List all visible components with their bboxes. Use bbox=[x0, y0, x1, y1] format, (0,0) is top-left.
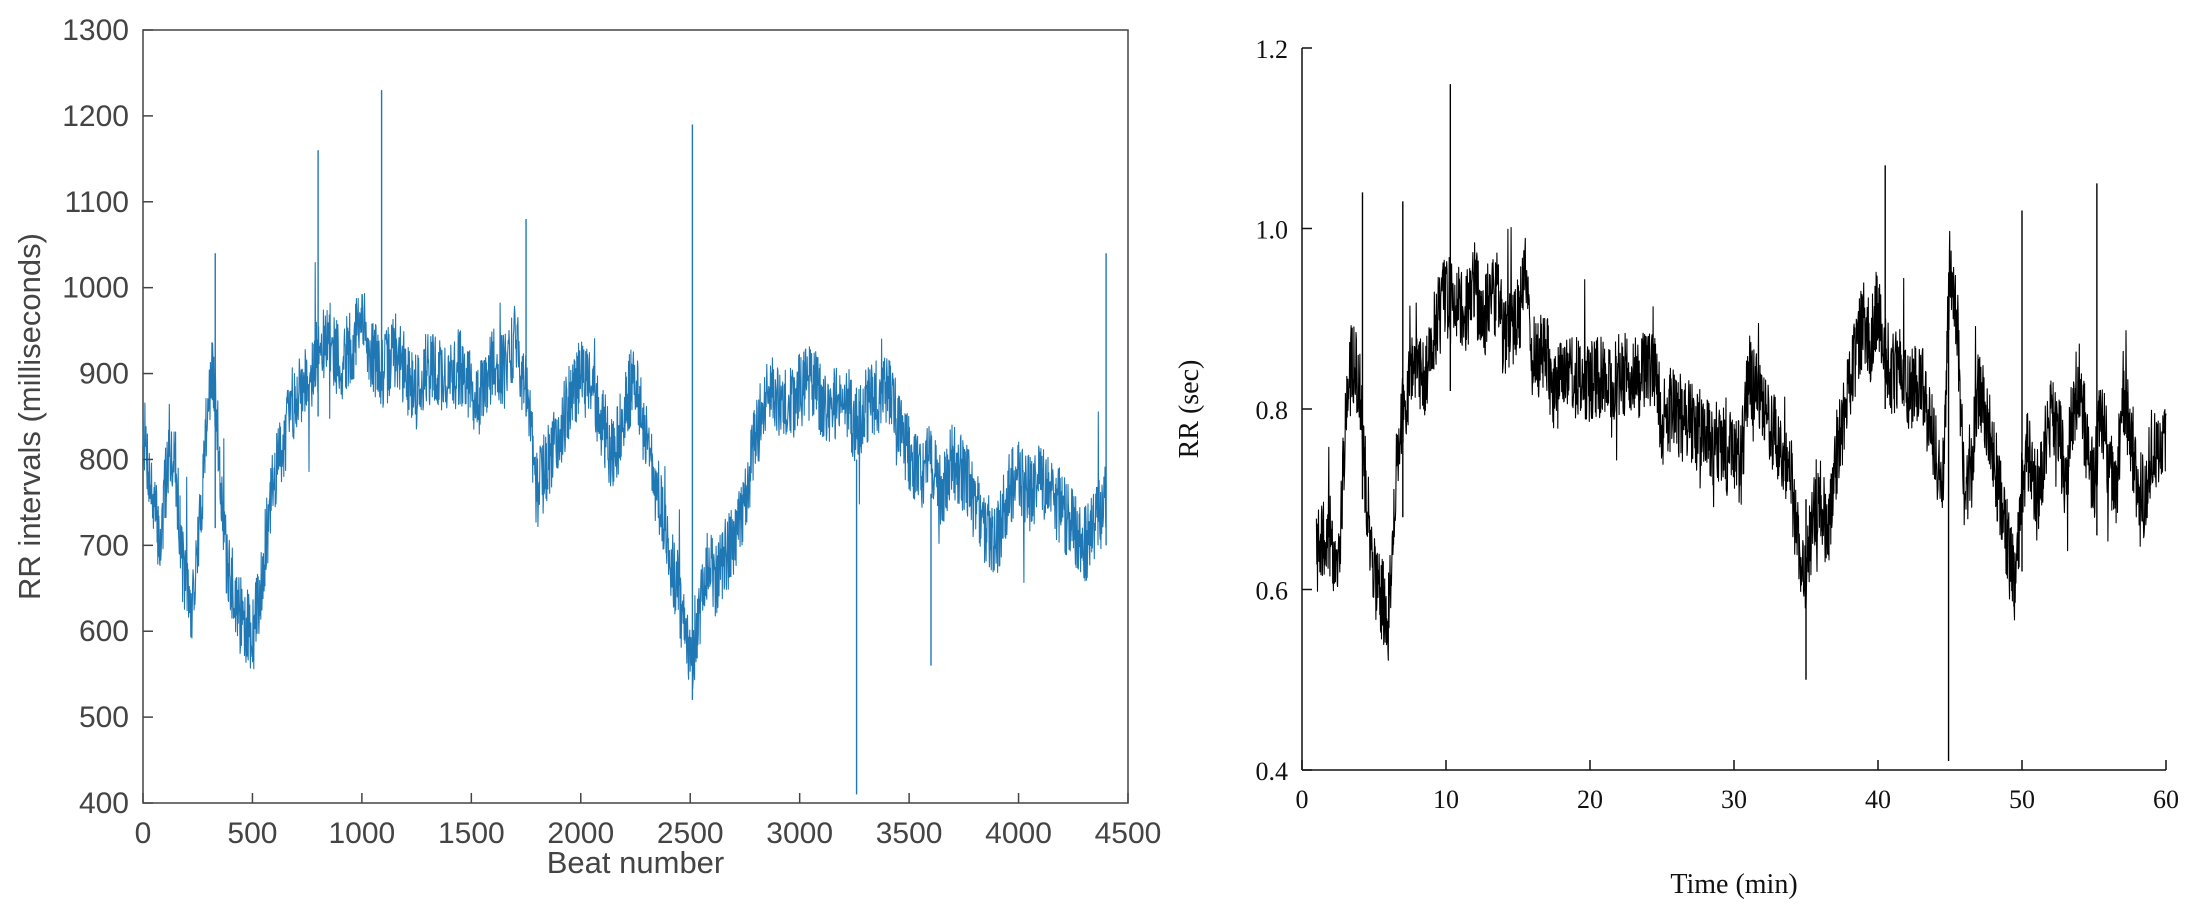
x-tick-label: 60 bbox=[2153, 785, 2179, 814]
y-axis-label: RR intervals (milliseconds) bbox=[12, 233, 47, 600]
y-tick-label: 0.4 bbox=[1256, 757, 1289, 786]
x-tick-label: 30 bbox=[1721, 785, 1747, 814]
x-tick-label: 2500 bbox=[657, 817, 724, 850]
x-tick-label: 3000 bbox=[766, 817, 833, 850]
y-tick-label: 700 bbox=[79, 529, 129, 562]
x-tick-label: 0 bbox=[135, 817, 152, 850]
x-tick-label: 20 bbox=[1577, 785, 1603, 814]
y-tick-label: 1.2 bbox=[1256, 35, 1289, 64]
y-tick-label: 600 bbox=[79, 615, 129, 648]
x-tick-label: 40 bbox=[1865, 785, 1891, 814]
x-axis-label: Time (min) bbox=[1670, 869, 1797, 900]
y-tick-label: 0.6 bbox=[1256, 577, 1289, 606]
x-tick-label: 4500 bbox=[1095, 817, 1162, 850]
y-tick-label: 400 bbox=[79, 787, 129, 820]
series-line bbox=[142, 261, 1107, 690]
x-tick-label: 0 bbox=[1296, 785, 1309, 814]
chart-left-rr-beats: 0 500 1000 1500 2000 2500 3000 3500 4000 4500 400 5… bbox=[12, 14, 1161, 880]
y-tick-label: 500 bbox=[79, 701, 129, 734]
chart-right-rr-time: 0 10 20 30 40 50 60 0.4 0.6 0.8 1.0 1.2 Time (min) RR… bbox=[1174, 35, 2179, 900]
series-line bbox=[1315, 227, 2167, 661]
x-axis-label: Beat number bbox=[547, 845, 725, 880]
y-tick-label: 1300 bbox=[62, 14, 129, 47]
x-tick-label: 3500 bbox=[876, 817, 943, 850]
x-tick-label: 1000 bbox=[329, 817, 396, 850]
y-tick-label: 1100 bbox=[64, 186, 129, 219]
y-tick-label: 800 bbox=[79, 443, 129, 476]
x-tick-label: 10 bbox=[1433, 785, 1459, 814]
y-tick-label: 1000 bbox=[62, 272, 129, 305]
x-tick-label: 500 bbox=[227, 817, 277, 850]
y-tick-label: 0.8 bbox=[1256, 396, 1289, 425]
x-tick-label: 1500 bbox=[438, 817, 505, 850]
y-axis-label: RR (sec) bbox=[1174, 360, 1205, 459]
y-tick-label: 900 bbox=[79, 358, 129, 391]
x-tick-label: 4000 bbox=[985, 817, 1052, 850]
plot-frame bbox=[142, 29, 1129, 804]
y-tick-label: 1.0 bbox=[1256, 216, 1289, 245]
y-tick-label: 1200 bbox=[62, 100, 129, 133]
x-tick-label: 2000 bbox=[547, 817, 614, 850]
x-tick-label: 50 bbox=[2009, 785, 2035, 814]
